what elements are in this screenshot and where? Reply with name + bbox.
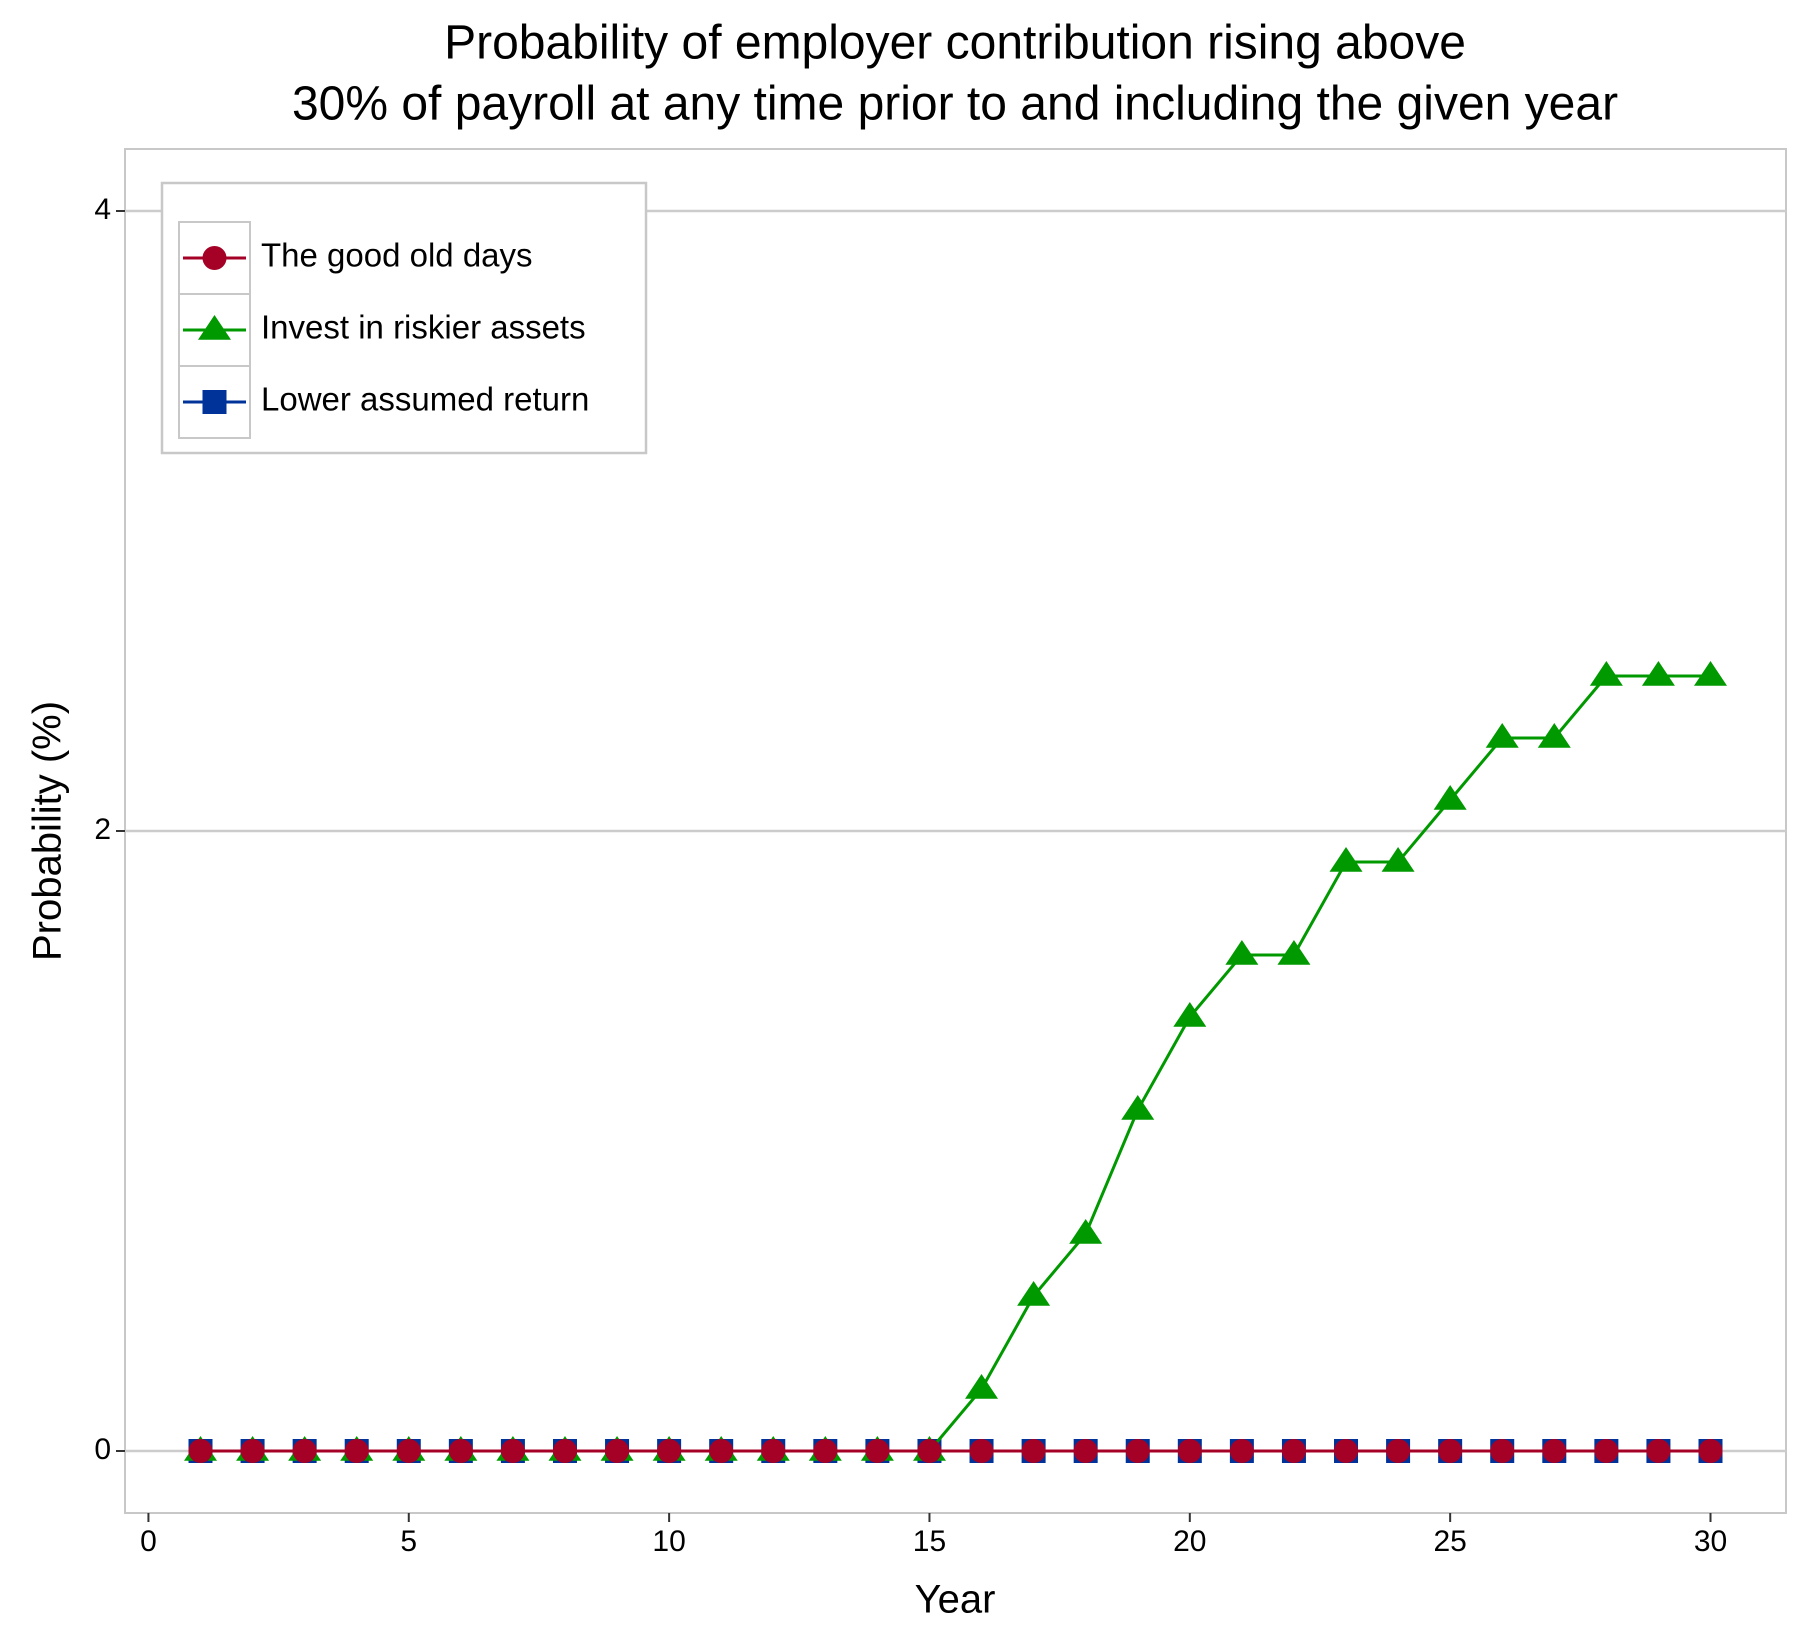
point xyxy=(292,1439,317,1463)
point xyxy=(1386,1439,1411,1463)
point xyxy=(344,1439,369,1463)
point xyxy=(1229,1439,1254,1463)
point xyxy=(917,1439,942,1463)
point xyxy=(1698,1439,1723,1463)
point xyxy=(1073,1439,1098,1463)
point xyxy=(1125,1439,1150,1463)
point xyxy=(813,1439,838,1463)
point xyxy=(1490,1439,1515,1463)
point xyxy=(552,1439,577,1463)
point xyxy=(1694,661,1727,686)
legend: The good old days Invest in riskier asset… xyxy=(160,181,648,455)
point xyxy=(1542,1439,1567,1463)
y-axis-title: Probability (%) xyxy=(26,701,70,961)
x-tick-label: 25 xyxy=(1433,1525,1466,1558)
point xyxy=(969,1439,994,1463)
point xyxy=(657,1439,682,1463)
point xyxy=(605,1439,630,1463)
point xyxy=(240,1439,265,1463)
point xyxy=(448,1439,473,1463)
point xyxy=(865,1439,890,1463)
point xyxy=(1069,1219,1103,1244)
point xyxy=(1537,723,1571,748)
point xyxy=(396,1439,421,1463)
point xyxy=(1277,940,1311,965)
point xyxy=(1433,785,1467,810)
x-tick-label: 20 xyxy=(1173,1525,1206,1558)
x-axis-title: Year xyxy=(915,1578,996,1622)
chart-title: 30% of payroll at any time prior to and … xyxy=(292,78,1618,131)
chart-title: Probability of employer contribution ris… xyxy=(444,17,1466,70)
point xyxy=(709,1439,734,1463)
x-tick-label: 5 xyxy=(400,1525,417,1558)
y-tick-label: 4 xyxy=(94,193,111,226)
point xyxy=(1381,847,1415,872)
y-tick-label: 0 xyxy=(94,1433,111,1466)
point xyxy=(202,246,227,270)
point xyxy=(1334,1439,1359,1463)
point xyxy=(761,1439,786,1463)
x-tick-label: 30 xyxy=(1694,1525,1727,1558)
point xyxy=(500,1439,525,1463)
point xyxy=(1121,1095,1155,1120)
point xyxy=(1485,723,1519,748)
point xyxy=(1589,661,1623,686)
point xyxy=(1329,847,1363,872)
point xyxy=(188,1439,213,1463)
y-tick-label: 2 xyxy=(94,813,111,846)
point xyxy=(1281,1439,1306,1463)
point xyxy=(1225,940,1259,965)
legend-label: The good old days xyxy=(261,237,533,274)
point xyxy=(1017,1281,1051,1306)
legend-label: Invest in riskier assets xyxy=(261,309,586,346)
point xyxy=(198,315,231,340)
x-tick-label: 0 xyxy=(140,1525,157,1558)
point xyxy=(1173,1002,1207,1027)
point xyxy=(1438,1439,1463,1463)
x-tick-label: 15 xyxy=(913,1525,946,1558)
legend-label: Lower assumed return xyxy=(261,381,589,418)
point xyxy=(965,1374,999,1399)
point xyxy=(1021,1439,1046,1463)
point xyxy=(1177,1439,1202,1463)
point xyxy=(1641,661,1675,686)
x-tick-label: 10 xyxy=(652,1525,685,1558)
point xyxy=(1646,1439,1671,1463)
point xyxy=(202,390,227,414)
point xyxy=(1594,1439,1619,1463)
